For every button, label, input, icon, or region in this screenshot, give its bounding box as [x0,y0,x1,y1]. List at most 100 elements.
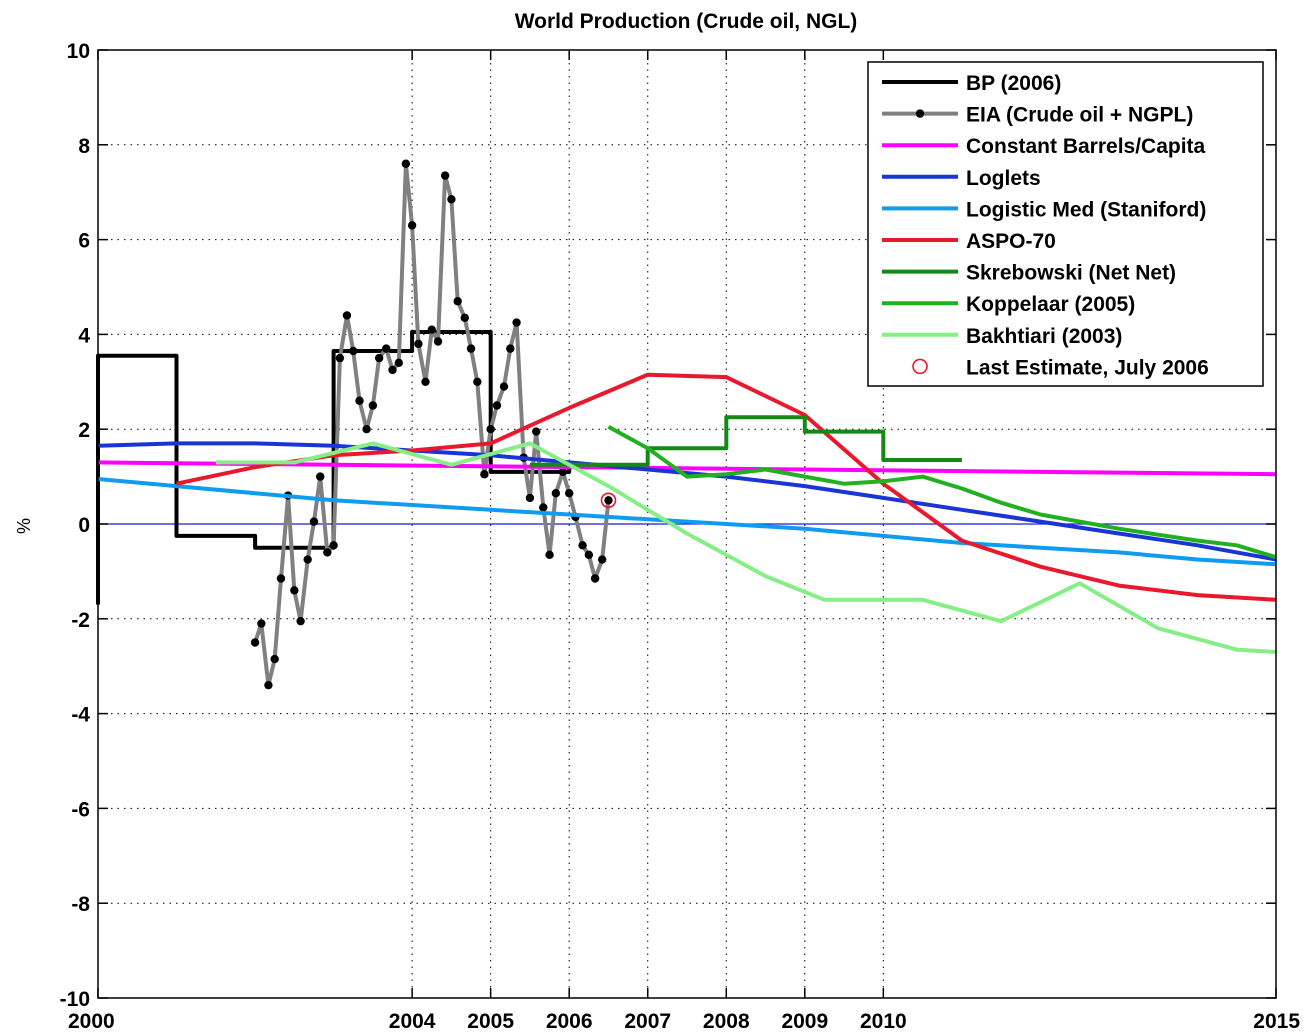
series-line [97,441,1277,562]
legend-label: EIA (Crude oil + NGPL) [966,104,1193,127]
data-point [362,425,371,434]
legend-label: Loglets [966,167,1041,190]
data-point [290,586,299,595]
data-point [453,297,462,306]
series-layer [96,159,1277,690]
y-tick-label: 4 [78,324,90,347]
series-line [176,372,1277,602]
series-3 [97,441,1277,562]
series-6 [529,415,962,467]
data-point [276,574,286,583]
data-point [257,619,266,628]
data-point [270,654,279,664]
series-line [215,441,1277,654]
data-point [492,401,502,410]
data-point [466,344,476,353]
legend: BP (2006) EIA (Crude oil + NGPL) Constant … [867,61,1264,387]
y-tick-label: 0 [78,514,90,537]
y-tick-label: -8 [71,893,90,916]
series-line [529,415,962,467]
data-point [584,550,594,560]
y-tick-label: 8 [78,135,90,158]
data-point [427,325,436,334]
y-axis-label: % [14,518,34,534]
series-4 [97,477,1277,567]
data-point [512,318,521,327]
data-point [264,680,273,690]
data-point [551,488,561,498]
x-tick-label: 2000 [68,1010,115,1033]
data-point [604,496,613,505]
legend-box [867,61,1264,387]
legend-label: Last Estimate, July 2006 [966,356,1209,379]
legend-label: BP (2006) [966,72,1061,95]
data-point [440,171,450,180]
y-tick-label: -4 [71,704,90,727]
data-point [447,195,456,204]
data-point [316,472,325,481]
chart-title: World Production (Crude oil, NGL) [515,10,858,33]
data-point [506,344,515,353]
data-point [539,503,548,512]
series-line [97,477,1277,567]
data-point [401,159,411,168]
legend-label: ASPO-70 [966,230,1056,253]
data-point [407,221,417,230]
y-tick-label: 6 [78,230,90,253]
data-point [342,311,352,320]
data-point [486,425,495,434]
series-7 [607,425,1277,560]
data-point [558,467,568,477]
data-point [460,313,469,323]
legend-label: Koppelaar (2005) [966,293,1135,316]
data-point [296,616,305,626]
data-point [545,550,554,560]
data-point [374,353,384,363]
data-point [414,339,423,349]
data-point [480,470,489,479]
data-point [335,353,345,363]
legend-label: Logistic Med (Staniford) [966,198,1206,221]
data-point [323,548,332,557]
legend-marker [915,109,925,118]
data-point [532,427,541,436]
data-point [382,344,391,353]
legend-label: Constant Barrels/Capita [966,135,1206,158]
legend-label: Skrebowski (Net Net) [966,262,1176,285]
axes: -10 -8 -6 -4 -2 0 2 4 6 8 10 2000 2004 2005 2006 2007 20… [60,40,1301,1033]
data-point [388,365,397,375]
data-point [525,493,535,503]
last-estimate-marker [600,492,617,509]
y-tick-label: -10 [60,988,90,1011]
data-point [355,396,364,405]
series-line [96,330,572,605]
series-line [607,425,1277,560]
x-tick-label: 2007 [624,1010,671,1033]
data-point [303,555,312,564]
x-tick-label: 2015 [1253,1010,1300,1033]
data-point [565,488,574,498]
x-tick-label: 2006 [546,1010,593,1033]
x-tick-label: 2009 [781,1010,828,1033]
data-point [578,541,587,550]
x-tick-label: 2010 [860,1010,907,1033]
y-tick-label: 10 [67,40,90,63]
data-point [421,377,430,386]
data-point [329,541,338,550]
series-5 [176,372,1277,602]
data-point [368,401,378,410]
data-point [590,574,600,583]
series-line [253,161,611,688]
y-tick-label: -6 [71,798,90,821]
series-2 [97,460,1277,477]
legend-label: Bakhtiari (2003) [966,325,1122,348]
series-1 [250,159,613,690]
x-tick-label: 2004 [389,1010,436,1033]
data-point [394,358,403,368]
data-point [349,346,358,356]
y-tick-label: -2 [71,609,90,632]
data-point [597,555,607,564]
series-8 [215,441,1277,654]
x-tick-label: 2005 [467,1010,514,1033]
